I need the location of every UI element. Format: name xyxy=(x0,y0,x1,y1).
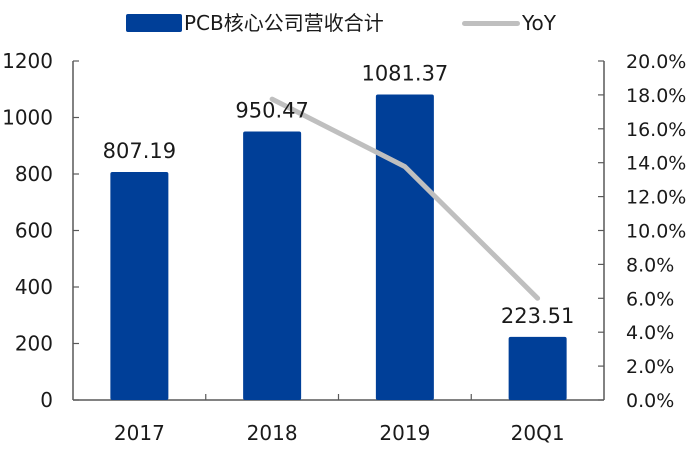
left-axis-tick-label: 0 xyxy=(40,388,53,412)
left-axis-tick-label: 800 xyxy=(15,162,53,186)
bar-20Q1 xyxy=(508,336,567,400)
right-axis-tick-label: 4.0% xyxy=(626,322,674,344)
left-axis-tick-label: 200 xyxy=(15,332,53,356)
legend-line-swatch-icon xyxy=(462,20,520,26)
right-axis-tick-label: 20.0% xyxy=(626,51,686,73)
line-series xyxy=(269,96,541,301)
bar-data-label: 950.47 xyxy=(235,98,308,122)
yoy-line xyxy=(269,96,541,301)
right-axis-tick-label: 8.0% xyxy=(626,254,674,276)
left-axis-tick-label: 1200 xyxy=(2,49,53,73)
x-axis-category-label: 2017 xyxy=(114,421,165,445)
bar-data-labels: 807.19 950.47 1081.37 223.51 xyxy=(103,62,575,328)
right-axis-tick-label: 12.0% xyxy=(626,187,686,209)
right-axis-tick-label: 10.0% xyxy=(626,221,686,243)
bar-2019 xyxy=(375,94,434,401)
right-axis-tick-label: 14.0% xyxy=(626,153,686,175)
legend-bar-swatch-icon xyxy=(126,14,182,32)
x-axis-category-label: 2019 xyxy=(379,421,430,445)
legend-item-revenue: PCB核心公司营收合计 xyxy=(126,6,384,40)
left-y-axis: 0 200 400 600 800 1000 1200 xyxy=(2,49,79,412)
bar-2018 xyxy=(243,131,302,400)
left-axis-tick-label: 600 xyxy=(15,219,53,243)
x-axis: 2017 2018 2019 20Q1 xyxy=(73,394,604,445)
right-y-axis: 0.0% 2.0% 4.0% 6.0% 8.0% 10.0% 12.0% 14.0% 16.0%… xyxy=(598,51,686,412)
right-axis-tick-label: 18.0% xyxy=(626,85,686,107)
bar-2017 xyxy=(110,171,169,400)
legend-label-yoy: YoY xyxy=(522,11,557,35)
left-axis-tick-label: 400 xyxy=(15,275,53,299)
bar-series xyxy=(110,94,567,401)
x-axis-category-label: 2018 xyxy=(247,421,298,445)
bar-data-label: 807.19 xyxy=(103,139,176,163)
x-axis-category-label: 20Q1 xyxy=(511,421,565,445)
right-axis-tick-label: 2.0% xyxy=(626,356,674,378)
bar-data-label: 223.51 xyxy=(501,304,574,328)
legend-item-yoy: YoY xyxy=(462,6,556,40)
chart-legend: PCB核心公司营收合计 YoY xyxy=(0,6,700,40)
right-axis-tick-label: 6.0% xyxy=(626,288,674,310)
left-axis-tick-label: 1000 xyxy=(2,106,53,130)
legend-label-revenue: PCB核心公司营收合计 xyxy=(184,11,384,35)
right-axis-tick-label: 16.0% xyxy=(626,119,686,141)
right-axis-tick-label: 0.0% xyxy=(626,390,674,412)
bar-data-label: 1081.37 xyxy=(361,62,448,86)
